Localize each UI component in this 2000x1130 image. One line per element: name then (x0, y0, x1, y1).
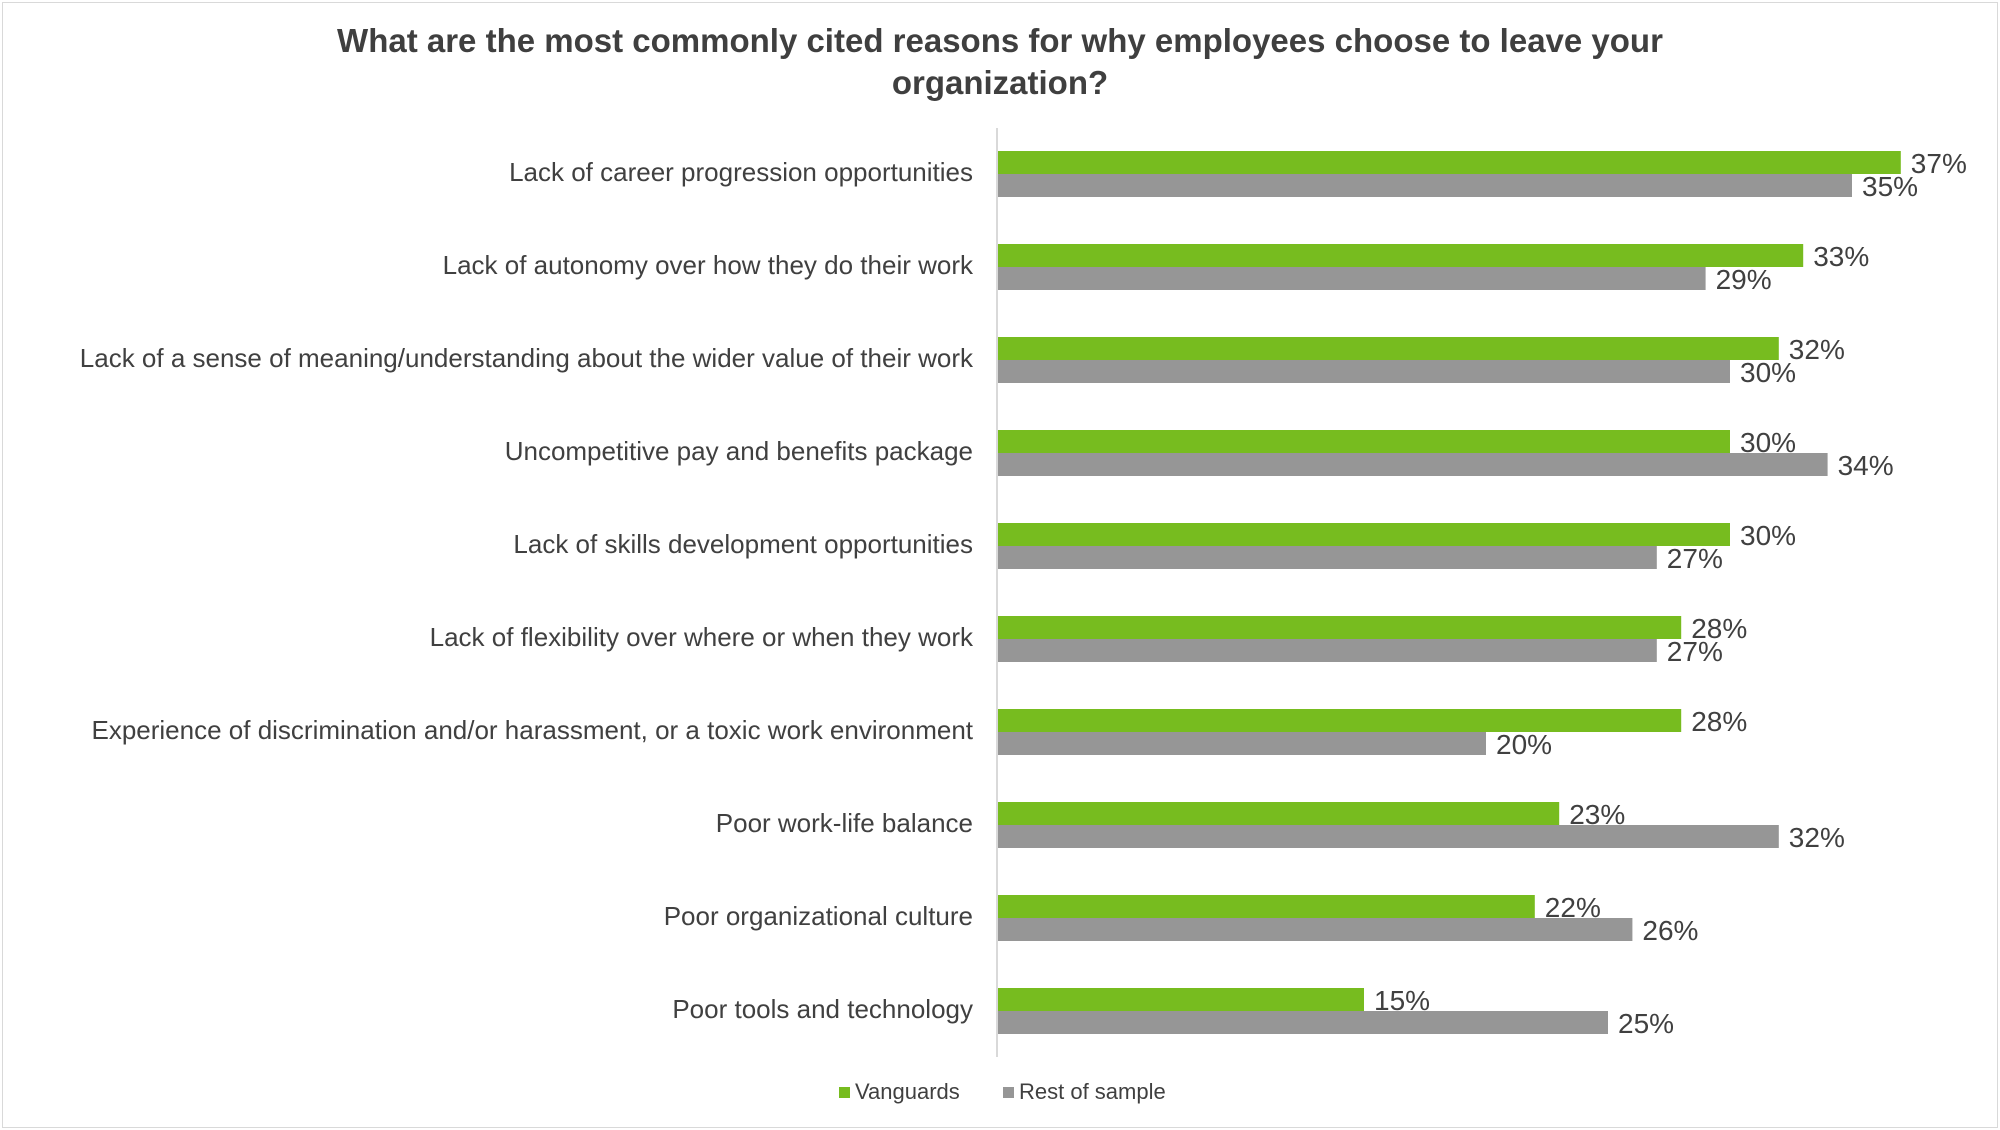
chart-title-line-2: organization? (892, 64, 1108, 101)
data-label-rest-of-sample: 34% (1838, 450, 1894, 481)
data-labels: 37%35%33%29%32%30%30%34%30%27%28%27%28%2… (1374, 148, 1967, 1039)
bar-vanguards (998, 151, 1901, 174)
bar-rest-of-sample (998, 732, 1486, 755)
data-label-rest-of-sample: 32% (1789, 822, 1845, 853)
bar-rest-of-sample (998, 267, 1706, 290)
category-label: Poor organizational culture (664, 901, 973, 931)
bar-vanguards (998, 430, 1730, 453)
category-label: Lack of flexibility over where or when t… (430, 622, 974, 652)
bar-vanguards (998, 802, 1560, 825)
data-label-rest-of-sample: 27% (1667, 543, 1723, 574)
category-label: Uncompetitive pay and benefits package (505, 436, 973, 466)
bar-rest-of-sample (998, 360, 1730, 383)
bar-chart: What are the most commonly cited reasons… (80, 22, 1967, 1104)
chart-title-line-1: What are the most commonly cited reasons… (337, 22, 1663, 59)
chart-title: What are the most commonly cited reasons… (337, 22, 1663, 101)
data-label-vanguards: 22% (1545, 892, 1601, 923)
bar-vanguards (998, 895, 1535, 918)
bar-rest-of-sample (998, 825, 1779, 848)
data-label-rest-of-sample: 26% (1642, 915, 1698, 946)
bar-vanguards (998, 709, 1682, 732)
category-label: Lack of a sense of meaning/understanding… (80, 343, 974, 373)
bar-vanguards (998, 244, 1804, 267)
data-label-rest-of-sample: 20% (1496, 729, 1552, 760)
category-label: Experience of discrimination and/or hara… (91, 715, 973, 745)
bar-rest-of-sample (998, 1011, 1608, 1034)
bar-rest-of-sample (998, 546, 1657, 569)
data-label-vanguards: 32% (1789, 334, 1845, 365)
legend-swatch-vanguards (839, 1087, 850, 1098)
bar-vanguards (998, 616, 1682, 639)
data-label-vanguards: 30% (1740, 427, 1796, 458)
bar-vanguards (998, 337, 1779, 360)
category-label: Lack of autonomy over how they do their … (443, 250, 974, 280)
data-label-vanguards: 23% (1569, 799, 1625, 830)
category-label: Poor tools and technology (672, 994, 973, 1024)
data-label-rest-of-sample: 35% (1862, 171, 1918, 202)
legend-label-vanguards: Vanguards (855, 1079, 960, 1104)
data-label-rest-of-sample: 25% (1618, 1008, 1674, 1039)
bar-vanguards (998, 523, 1730, 546)
data-label-rest-of-sample: 27% (1667, 636, 1723, 667)
category-label: Lack of skills development opportunities (513, 529, 973, 559)
bar-rest-of-sample (998, 174, 1852, 197)
data-label-vanguards: 30% (1740, 520, 1796, 551)
data-label-rest-of-sample: 29% (1716, 264, 1772, 295)
bar-vanguards (998, 988, 1364, 1011)
category-label: Lack of career progression opportunities (509, 157, 973, 187)
bar-rest-of-sample (998, 918, 1633, 941)
data-label-rest-of-sample: 30% (1740, 357, 1796, 388)
bar-rest-of-sample (998, 453, 1828, 476)
data-label-vanguards: 28% (1691, 706, 1747, 737)
bars-group (998, 151, 1901, 1034)
legend-label-rest-of-sample: Rest of sample (1019, 1079, 1166, 1104)
category-labels: Lack of career progression opportunities… (80, 157, 974, 1024)
data-label-vanguards: 15% (1374, 985, 1430, 1016)
legend-swatch-rest-of-sample (1003, 1087, 1014, 1098)
data-label-vanguards: 33% (1813, 241, 1869, 272)
legend: Vanguards Rest of sample (839, 1079, 1166, 1104)
bar-rest-of-sample (998, 639, 1657, 662)
category-label: Poor work-life balance (716, 808, 973, 838)
data-label-vanguards: 37% (1911, 148, 1967, 179)
data-label-vanguards: 28% (1691, 613, 1747, 644)
